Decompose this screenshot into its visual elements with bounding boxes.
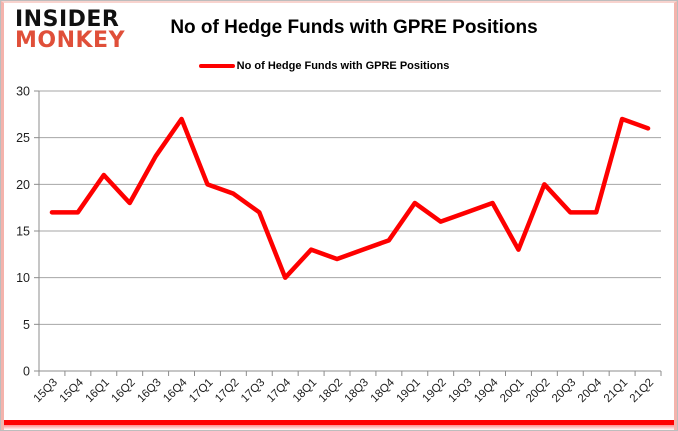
x-tick-label: 17Q2 — [213, 377, 241, 405]
x-tick-label: 19Q4 — [472, 376, 501, 405]
x-tick-label: 17Q1 — [187, 377, 215, 405]
x-tick-label: 20Q4 — [576, 376, 605, 405]
x-tick-label: 15Q3 — [32, 377, 60, 405]
x-tick-label: 18Q2 — [317, 377, 345, 405]
x-tick-label: 21Q1 — [602, 377, 630, 405]
y-tick-label: 0 — [23, 365, 30, 379]
x-tick-label: 17Q3 — [239, 377, 267, 405]
line-chart: 0 5 10 15 20 25 30 15Q3 15Q4 16Q1 16Q2 16Q3 16Q4 17Q1… — [1, 77, 677, 427]
x-tick-label: 19Q3 — [446, 377, 474, 405]
series-line — [49, 116, 651, 280]
x-tick-label: 15Q4 — [58, 376, 87, 405]
y-tick-label: 10 — [16, 271, 30, 285]
x-ticks — [38, 371, 662, 376]
x-tick-label: 16Q1 — [84, 377, 112, 405]
y-tick-label: 20 — [16, 178, 30, 192]
x-tick-label: 16Q4 — [161, 376, 190, 405]
legend-label: No of Hedge Funds with GPRE Positions — [236, 60, 450, 72]
bottom-red-bar — [2, 420, 676, 425]
y-axis: 0 5 10 15 20 25 30 — [16, 85, 39, 379]
x-tick-label: 21Q2 — [628, 377, 656, 405]
y-tick-label: 25 — [16, 131, 30, 145]
bottom-red-bar-fade — [2, 425, 676, 430]
page-title: No of Hedge Funds with GPRE Positions — [170, 17, 538, 38]
x-tick-label: 18Q4 — [369, 376, 398, 405]
x-tick-label: 16Q2 — [109, 377, 137, 405]
x-tick-label: 20Q2 — [524, 377, 552, 405]
x-tick-label: 17Q4 — [265, 376, 294, 405]
x-tick-label: 20Q3 — [550, 377, 578, 405]
gridlines — [39, 90, 661, 325]
x-tick-label: 18Q3 — [343, 377, 371, 405]
y-tick-label: 5 — [23, 318, 30, 332]
x-tick-label: 19Q2 — [420, 377, 448, 405]
x-tick-label: 20Q1 — [498, 377, 526, 405]
x-tick-label: 19Q1 — [395, 377, 423, 405]
chart-canvas: 0 5 10 15 20 25 30 15Q315Q416Q116Q216Q316Q417Q1… — [16, 85, 662, 405]
x-tick-label: 18Q1 — [291, 377, 319, 405]
legend-line-swatch — [198, 64, 235, 68]
x-tick-label: 16Q3 — [135, 377, 163, 405]
x-axis-labels: 15Q315Q416Q116Q216Q316Q417Q117Q217Q317Q4… — [32, 376, 656, 405]
chart-legend: No of Hedge Funds with GPRE Positions — [1, 60, 647, 72]
logo-line1: INSIDER — [15, 7, 120, 32]
logo-line2: MONKEY — [15, 27, 126, 53]
y-tick-label: 30 — [16, 85, 30, 99]
y-tick-label: 15 — [16, 225, 30, 239]
insider-monkey-logo: INSIDER MONKEY — [15, 7, 126, 53]
